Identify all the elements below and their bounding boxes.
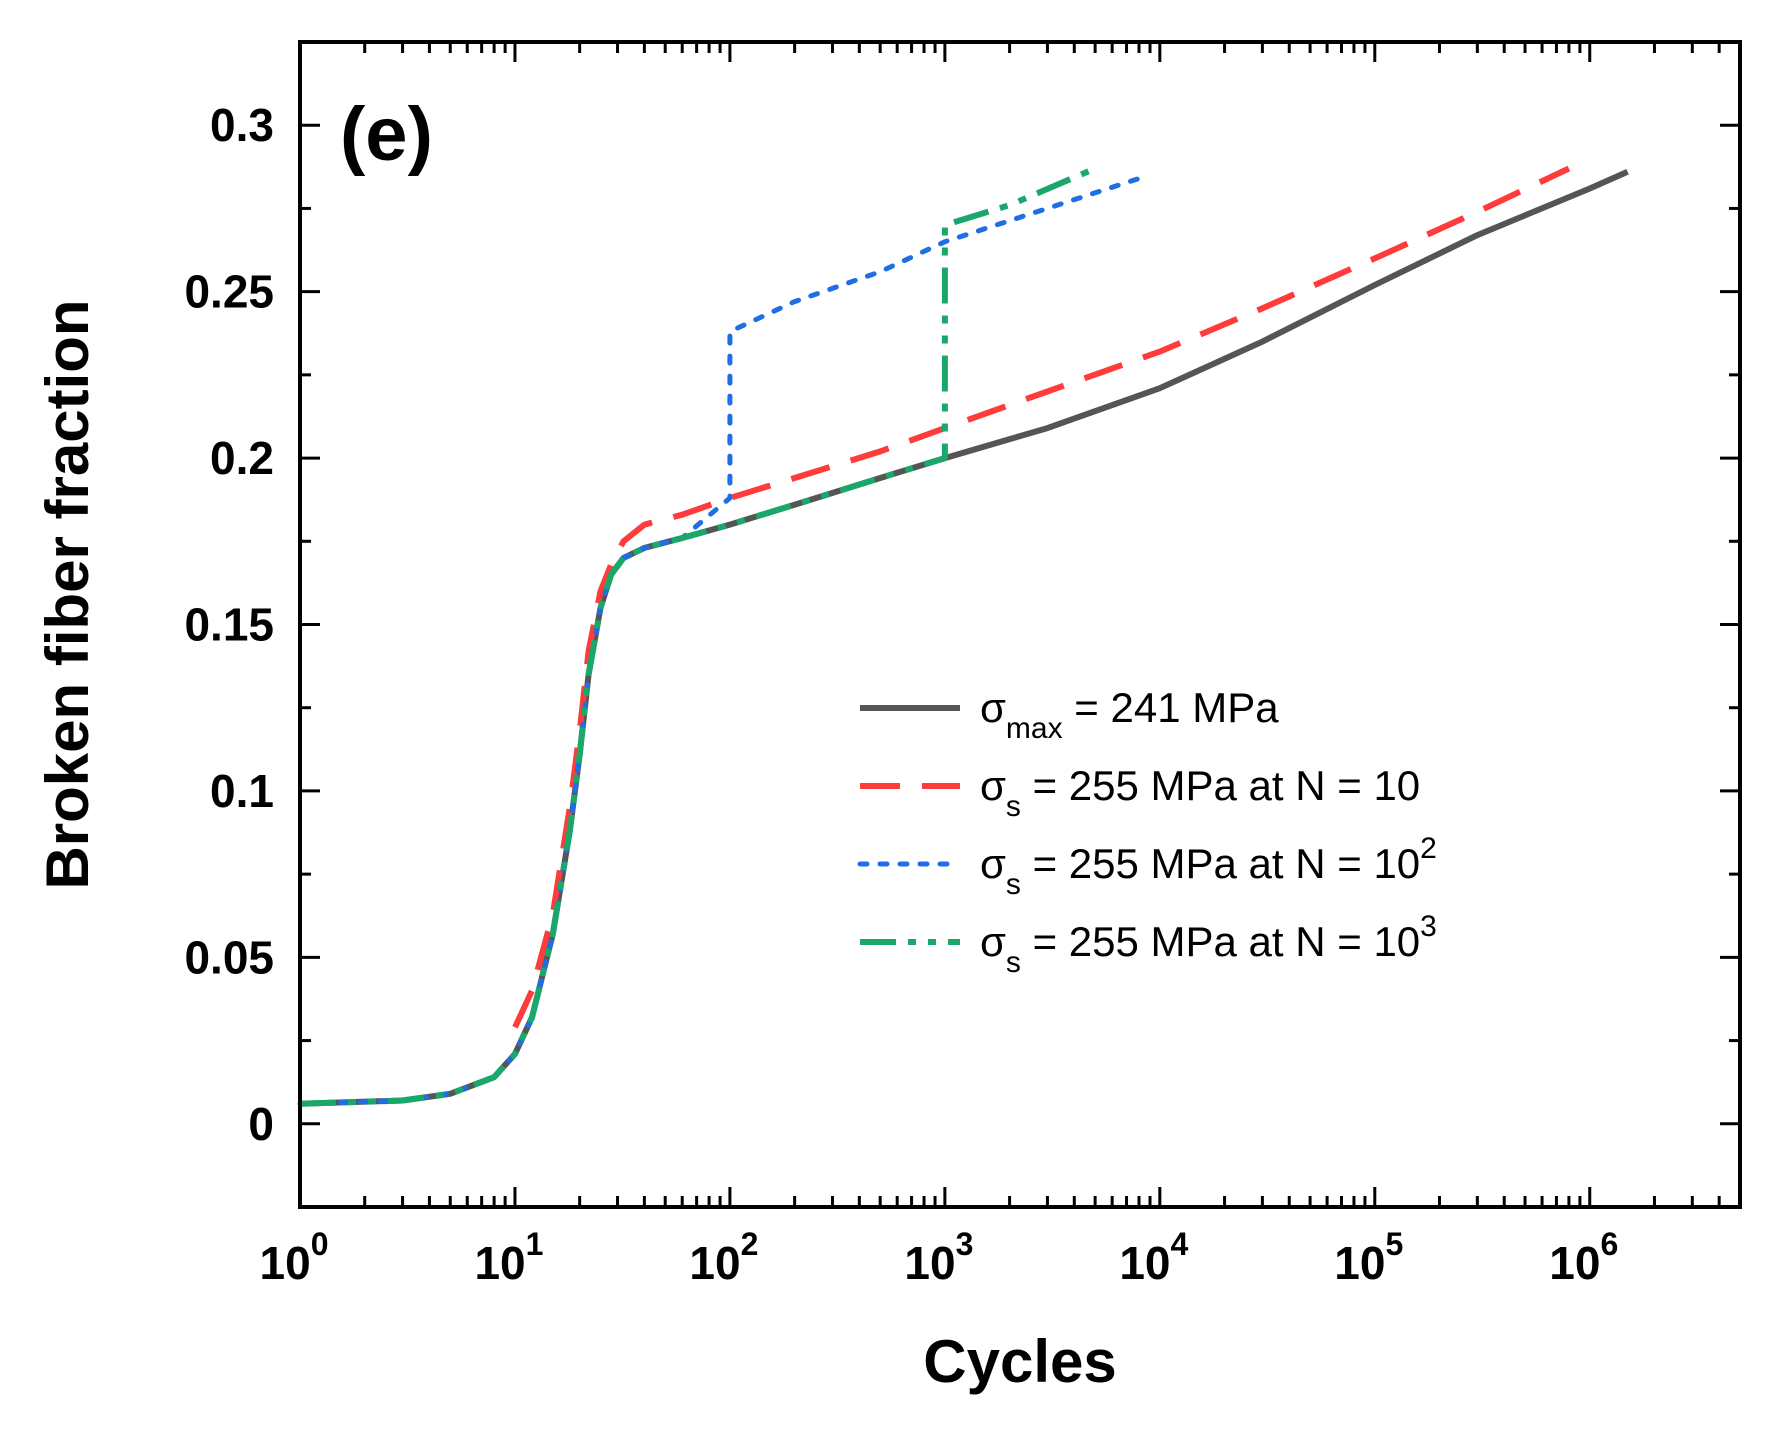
plot-frame	[298, 40, 1742, 1209]
y-tick-label: 0	[248, 1098, 274, 1150]
y-tick-label: 0.25	[184, 266, 274, 318]
y-tick-label: 0.1	[210, 765, 274, 817]
series-line-s1	[299, 169, 1629, 1107]
x-tick-labels: 100 101 102 103 104 105 106	[260, 1226, 1619, 1289]
y-axis-title: Broken fiber fraction	[34, 299, 101, 889]
series-line-s2	[512, 165, 1571, 1029]
panel-label: (e)	[340, 92, 433, 177]
x-tick-label: 104	[1119, 1226, 1188, 1289]
x-tick-label: 100	[260, 1226, 329, 1289]
y-tick-label: 0.15	[184, 599, 274, 651]
y-tick-labels: 0 0.05 0.1 0.15 0.2 0.25 0.3	[184, 99, 274, 1150]
legend-label-s4: σs = 255 MPa at N = 103	[980, 910, 1437, 979]
legend-label-s2: σs = 255 MPa at N = 10	[980, 762, 1420, 823]
x-tick-label: 105	[1334, 1226, 1403, 1289]
x-tick-label: 102	[689, 1226, 758, 1289]
y-tick-label: 0.05	[184, 931, 274, 983]
legend: σmax = 241 MPa σs = 255 MPa at N = 10 σs =…	[857, 684, 1437, 979]
legend-label-s1: σmax = 241 MPa	[980, 684, 1279, 745]
series-line-s3	[297, 176, 1142, 1107]
x-tick-label: 103	[904, 1226, 973, 1289]
x-tick-label: 106	[1549, 1226, 1618, 1289]
legend-label-s3: σs = 255 MPa at N = 102	[980, 832, 1437, 901]
y-tick-label: 0.2	[210, 432, 274, 484]
series-lines	[297, 165, 1629, 1107]
x-axis-title: Cycles	[923, 1328, 1116, 1395]
series-line-s4	[299, 165, 1097, 1107]
y-tick-label: 0.3	[210, 99, 274, 151]
x-tick-label: 101	[474, 1226, 543, 1289]
